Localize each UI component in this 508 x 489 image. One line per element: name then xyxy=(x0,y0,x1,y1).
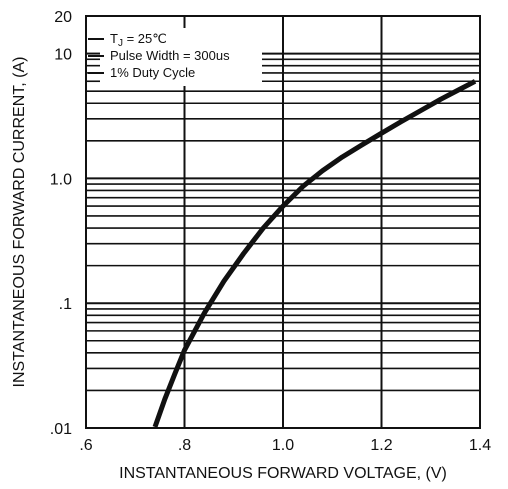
x-tick-label: 1.2 xyxy=(370,437,392,454)
x-tick-label: .6 xyxy=(79,437,92,454)
y-axis-title: INSTANTANEOUS FORWARD CURRENT, (A) xyxy=(11,57,28,388)
series-layer xyxy=(152,79,477,428)
legend-entry: Pulse Width = 300us xyxy=(110,48,230,63)
y-tick-label: 1.0 xyxy=(50,171,72,188)
plot-frame xyxy=(85,15,481,429)
legend-box xyxy=(100,28,262,86)
x-tick-label: .8 xyxy=(178,437,191,454)
y-tick-label: 10 xyxy=(54,47,72,64)
y-tick-label: 20 xyxy=(54,9,72,26)
legend-entry: TJ = 25℃ xyxy=(110,31,167,49)
x-axis-title: INSTANTANEOUS FORWARD VOLTAGE, (V) xyxy=(119,465,447,482)
x-tick-label: 1.0 xyxy=(272,437,294,454)
legend-entry: 1% Duty Cycle xyxy=(110,65,195,80)
tick-labels: .6 .8 1.0 1.2 1.4 .01 .1 1.0 10 20 xyxy=(50,9,491,454)
x-tick-label: 1.4 xyxy=(469,437,491,454)
forward-current-curve xyxy=(152,79,477,428)
grid-layer xyxy=(86,16,480,428)
y-tick-label: .01 xyxy=(50,421,72,438)
y-tick-label: .1 xyxy=(59,296,72,313)
